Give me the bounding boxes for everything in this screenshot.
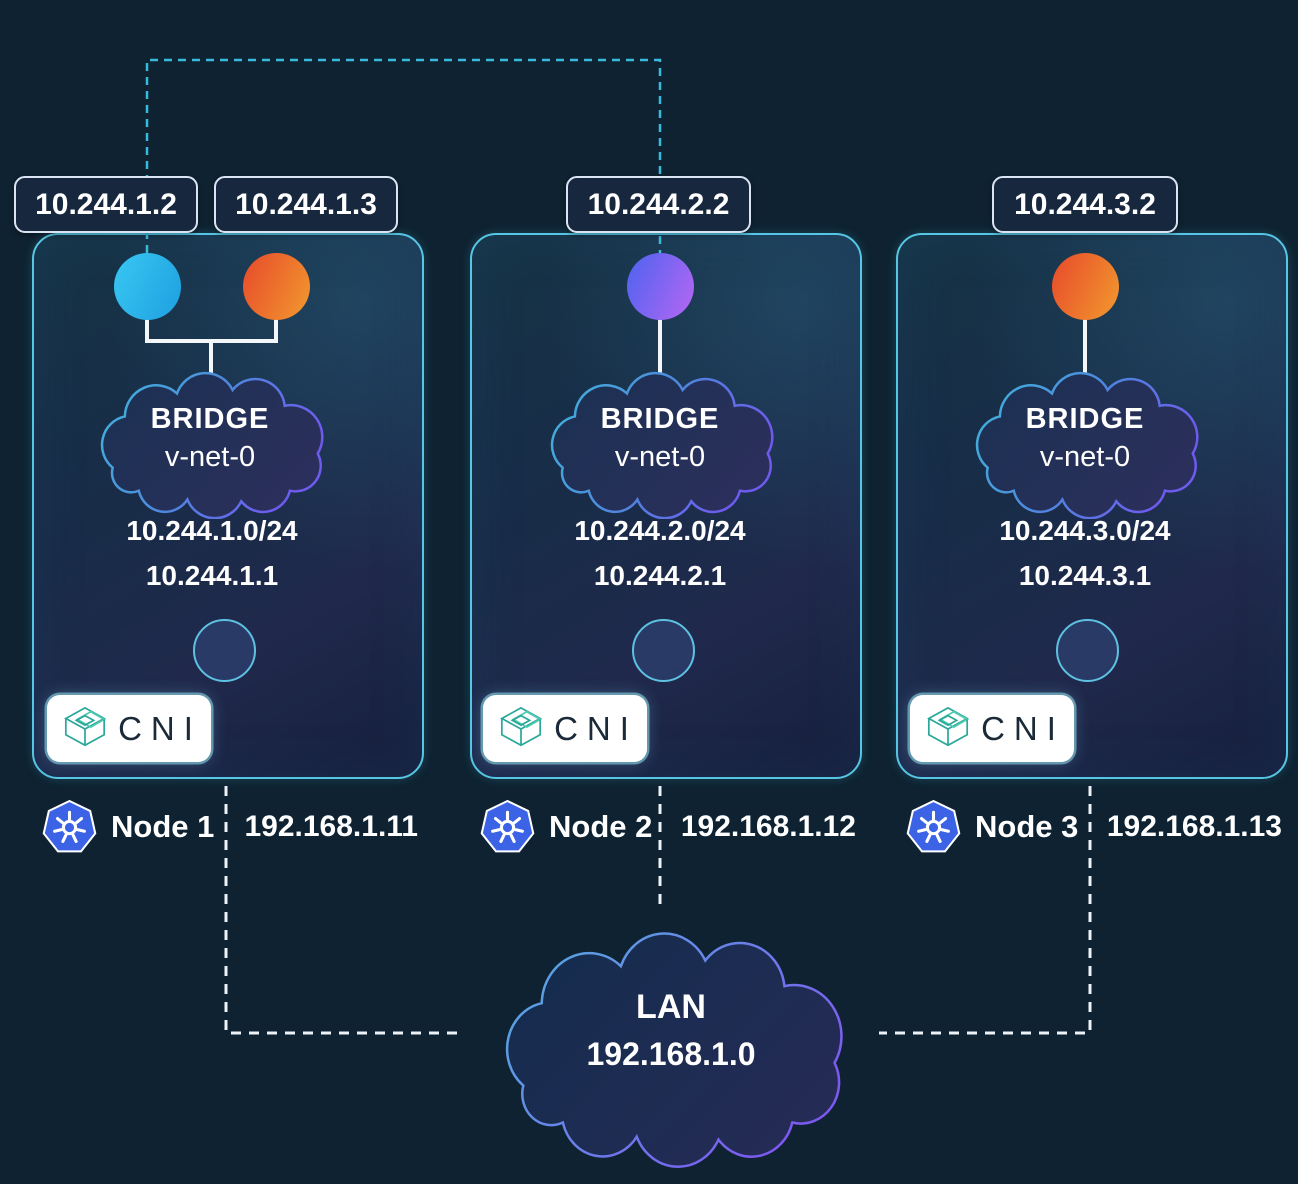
eth-interface-circle xyxy=(1056,619,1119,682)
pod-circle xyxy=(114,253,181,320)
lan-cloud: LAN 192.168.1.0 xyxy=(460,898,882,1168)
pod-circle xyxy=(627,253,694,320)
cni-plugin-badge: CNI xyxy=(483,695,647,762)
bridge-cloud-1: BRIDGE v-net-0 xyxy=(71,351,349,519)
node-name: Node 1 xyxy=(111,809,215,844)
node-host-ip: 192.168.1.11 xyxy=(244,810,418,843)
subnet-cidr: 10.244.3.0/24 xyxy=(999,515,1171,546)
eth-interface-circle xyxy=(193,619,256,682)
bridge-gateway-ip: 10.244.1.1 xyxy=(145,560,279,591)
pod-ip-label: 10.244.1.3 xyxy=(214,176,398,233)
subnet-block-3: 10.244.3.0/24 10.244.3.1 xyxy=(935,508,1235,598)
bridge-name: v-net-0 xyxy=(164,440,256,473)
cni-logo-icon xyxy=(64,706,107,746)
pod-circle xyxy=(1052,253,1119,320)
cloud-shape-icon xyxy=(521,351,799,519)
kubernetes-icon xyxy=(42,799,97,855)
cloud-shape-icon xyxy=(71,351,349,519)
cni-logo-icon xyxy=(927,706,970,746)
kubernetes-icon xyxy=(906,799,961,855)
lan-network-ip: 192.168.1.0 xyxy=(586,1035,756,1072)
eth-interface-circle xyxy=(632,619,695,682)
bridge-name: v-net-0 xyxy=(614,440,706,473)
pod-ip-label: 10.244.2.2 xyxy=(566,176,751,233)
pod-ip-label: 10.244.3.2 xyxy=(992,176,1178,233)
kubernetes-icon xyxy=(480,799,535,855)
pod-ip-label: 10.244.1.2 xyxy=(14,176,198,233)
node-host-ip: 192.168.1.12 xyxy=(680,810,856,843)
subnet-cidr: 10.244.1.0/24 xyxy=(126,515,298,546)
cloud-shape-icon xyxy=(946,351,1224,519)
bridge-title: BRIDGE xyxy=(1025,402,1145,435)
bridge-gateway-ip: 10.244.3.1 xyxy=(1018,560,1152,591)
bridge-title: BRIDGE xyxy=(150,402,270,435)
bridge-gateway-ip: 10.244.2.1 xyxy=(593,560,727,591)
node-footer-1: Node 1 192.168.1.11 xyxy=(32,798,420,856)
node-name: Node 3 xyxy=(975,809,1079,844)
node-name: Node 2 xyxy=(549,809,653,844)
bridge-title: BRIDGE xyxy=(600,402,720,435)
cloud-shape-icon xyxy=(460,898,882,1168)
bridge-name: v-net-0 xyxy=(1039,440,1131,473)
subnet-block-1: 10.244.1.0/24 10.244.1.1 xyxy=(62,508,362,598)
bridge-cloud-2: BRIDGE v-net-0 xyxy=(521,351,799,519)
node-footer-3: Node 3 192.168.1.13 xyxy=(896,798,1284,856)
cni-plugin-badge: CNI xyxy=(47,695,211,762)
pod-overlay-link-line xyxy=(145,58,662,253)
subnet-block-2: 10.244.2.0/24 10.244.2.1 xyxy=(510,508,810,598)
cni-label: CNI xyxy=(981,709,1065,747)
node3-lan-link-line xyxy=(879,786,1092,1035)
cni-plugin-badge: CNI xyxy=(910,695,1074,762)
cni-label: CNI xyxy=(118,709,202,747)
cni-label: CNI xyxy=(554,709,638,747)
subnet-cidr: 10.244.2.0/24 xyxy=(574,515,746,546)
node-host-ip: 192.168.1.13 xyxy=(1106,810,1282,843)
cni-logo-icon xyxy=(500,706,543,746)
pod-circle xyxy=(243,253,310,320)
bridge-cloud-3: BRIDGE v-net-0 xyxy=(946,351,1224,519)
node-footer-2: Node 2 192.168.1.12 xyxy=(470,798,858,856)
lan-label: LAN xyxy=(636,987,706,1026)
